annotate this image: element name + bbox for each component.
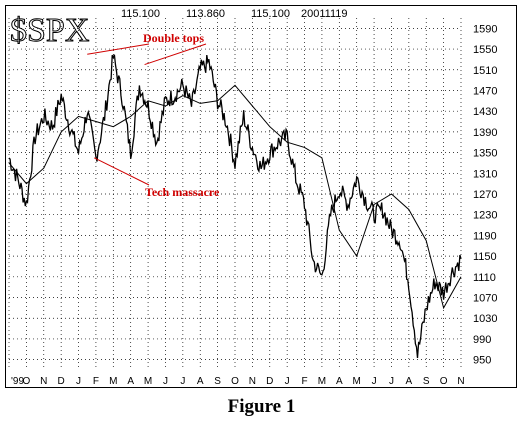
y-tick-label: 1270 (473, 189, 497, 201)
x-tick-label: N (249, 376, 256, 387)
y-tick-label: 1110 (473, 272, 496, 284)
annotation-double-tops: Double tops (143, 31, 204, 45)
header-value: 113.860 (186, 8, 225, 20)
y-tick-label: 1350 (473, 148, 497, 160)
series-price (8, 54, 462, 359)
y-tick-label: 990 (473, 334, 491, 346)
x-tick-label: A (406, 376, 413, 387)
y-tick-label: 1190 (473, 230, 497, 242)
header-value: 115.100 (121, 8, 160, 20)
y-tick-label: 1510 (473, 65, 497, 77)
x-tick-label: M (318, 376, 326, 387)
y-tick-label: 1430 (473, 106, 497, 118)
x-tick-label: F (93, 376, 99, 387)
series-moving-average (8, 84, 462, 310)
y-tick-label: 1390 (473, 127, 497, 139)
y-tick-label: 1470 (473, 85, 497, 97)
x-tick-label: J (285, 376, 290, 387)
annotation-arrow (93, 157, 150, 186)
annotation-arrow (144, 43, 207, 66)
x-tick-label: S (214, 376, 221, 387)
x-tick-label: D (58, 376, 65, 387)
y-tick-label: 1070 (473, 293, 497, 305)
x-tick-label: J (163, 376, 168, 387)
x-tick-label: O (440, 376, 448, 387)
x-tick-label: M (109, 376, 117, 387)
header-value: 20011119 (301, 8, 348, 20)
x-tick-label: J (389, 376, 394, 387)
y-tick-label: 1550 (473, 44, 497, 56)
x-tick-label: J (372, 376, 377, 387)
x-tick-label: F (301, 376, 307, 387)
figure-caption: Figure 1 (227, 396, 296, 417)
y-tick-label: 950 (473, 355, 491, 367)
x-tick-label: M (144, 376, 152, 387)
x-tick-label: A (127, 376, 134, 387)
y-tick-label: 1150 (473, 251, 497, 263)
x-tick-label: O (22, 376, 30, 387)
x-tick-label: '99 (11, 376, 24, 387)
x-tick-label: N (40, 376, 47, 387)
x-tick-label: A (197, 376, 204, 387)
y-tick-label: 1030 (473, 313, 497, 325)
annotation-tech-massacre: Tech massacre (145, 185, 220, 199)
x-tick-label: J (180, 376, 185, 387)
x-tick-label: A (336, 376, 343, 387)
y-tick-label: 1590 (473, 23, 497, 35)
x-tick-label: J (76, 376, 81, 387)
x-tick-label: O (231, 376, 239, 387)
y-tick-label: 1230 (473, 210, 497, 222)
header-value: 115.100 (251, 8, 290, 20)
symbol-title: $SPX (10, 12, 89, 49)
x-tick-label: D (266, 376, 273, 387)
annotation-arrow (87, 43, 150, 55)
x-tick-label: N (457, 376, 464, 387)
x-tick-label: M (353, 376, 361, 387)
x-tick-label: S (423, 376, 430, 387)
spx-chart: $SPX 950 990 1030 1070 1110 1150 1190 1230 1270 1… (8, 8, 497, 387)
chart-frame: $SPX 950 990 1030 1070 1110 1150 1190 1230 1270 1… (5, 5, 517, 388)
y-tick-label: 1310 (473, 168, 497, 180)
